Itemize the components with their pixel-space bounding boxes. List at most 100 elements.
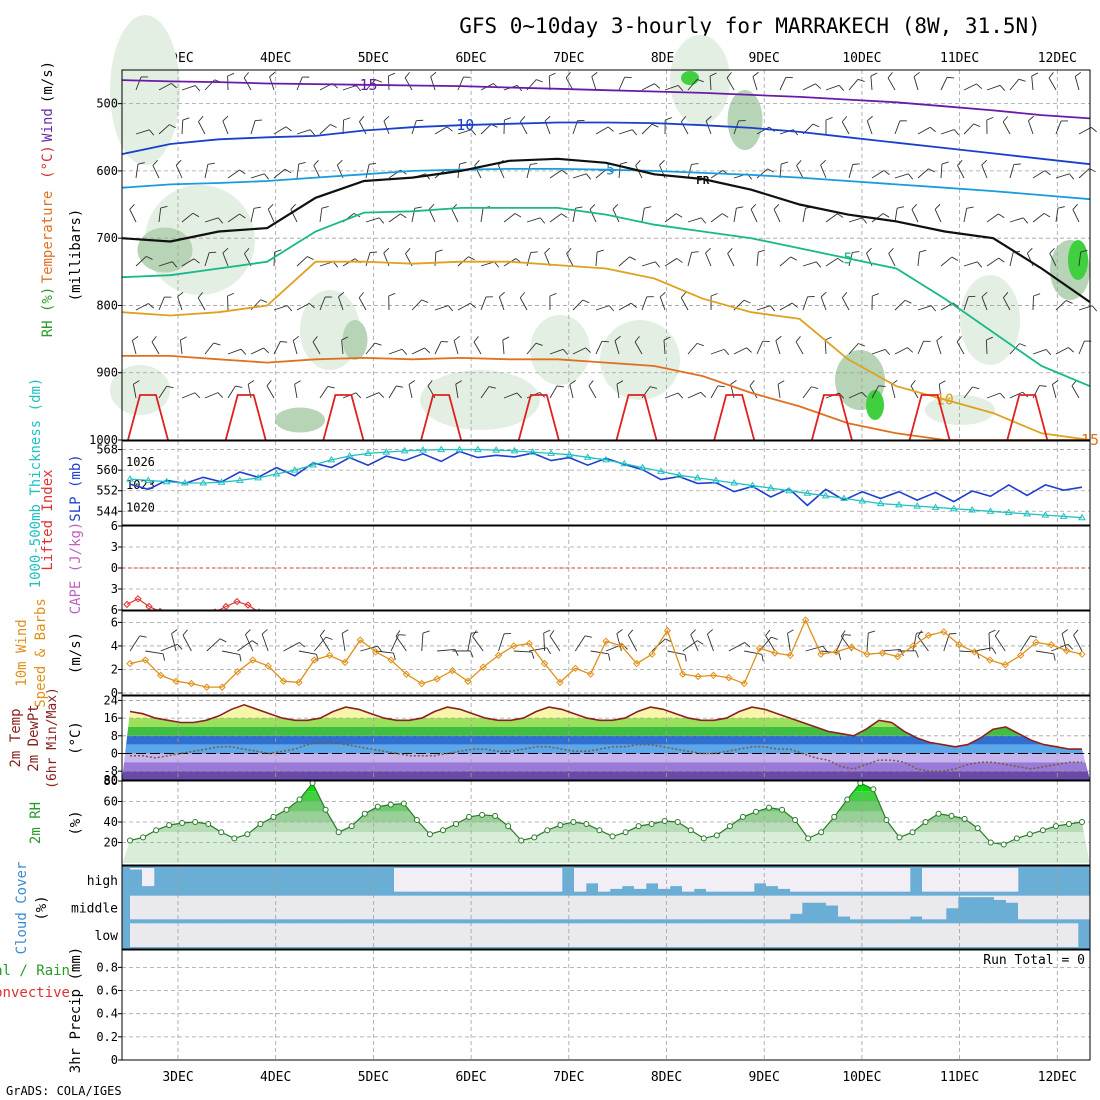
chart-title: GFS 0~10day 3-hourly for MARRAKECH (8W, … xyxy=(459,14,1041,38)
surface-wind-barb xyxy=(237,640,253,652)
wind-barb xyxy=(181,119,184,135)
wind-speed-line xyxy=(129,618,1083,688)
surface-wind-barb xyxy=(261,633,269,652)
wind-barb-flag xyxy=(676,258,683,263)
wind-barb xyxy=(986,84,1001,91)
wind-barb xyxy=(1032,349,1047,355)
wind-barb xyxy=(888,253,896,267)
wind-barb xyxy=(158,261,173,267)
wind-barb-flag xyxy=(369,251,377,254)
wind-barb-flag xyxy=(607,653,611,661)
wind-barb-flag xyxy=(1030,635,1038,638)
wind-speed-marker xyxy=(279,677,288,685)
wind-barb xyxy=(687,79,698,91)
wind-barb xyxy=(457,129,472,135)
thickness-marker xyxy=(675,471,684,478)
wind-barb-flag xyxy=(488,386,496,389)
wind-barb-flag xyxy=(928,168,935,173)
wind-barb-flag xyxy=(1039,385,1047,387)
rh-marker xyxy=(231,835,238,842)
wind-barb xyxy=(963,123,975,135)
cloud-cell xyxy=(346,923,359,947)
wind-barb-flag xyxy=(634,336,640,343)
wind-barb-flag xyxy=(546,647,551,655)
wind-barb xyxy=(917,252,920,267)
cloud-cell xyxy=(142,923,155,947)
wind-speed-marker xyxy=(863,650,871,658)
cloud-cell xyxy=(970,868,983,892)
surface-wind-barb xyxy=(943,633,950,652)
wind-barb-flag xyxy=(177,643,183,650)
wind-barb-flag xyxy=(520,116,526,122)
wind-barb xyxy=(502,340,505,355)
surface-wind-barb xyxy=(1035,650,1054,655)
cloud-cell xyxy=(646,868,659,884)
wind-barb xyxy=(1032,170,1046,179)
cloud-cell xyxy=(574,868,587,892)
minmax-ylabel: (6hr Min/Max) xyxy=(45,687,60,789)
thickness-marker xyxy=(455,445,464,453)
cloud-cell xyxy=(370,923,383,947)
wind-speed-marker xyxy=(479,663,487,671)
rh-marker xyxy=(609,833,616,840)
cloud-cell xyxy=(1030,895,1043,920)
wind-barb xyxy=(294,384,298,399)
wind-barb xyxy=(1027,120,1034,135)
rh-marker xyxy=(779,806,786,813)
thickness-marker xyxy=(1041,511,1050,518)
wind-barb xyxy=(664,84,679,91)
temperature-band xyxy=(122,735,1090,745)
cloud-cell xyxy=(346,895,359,920)
cloud-cell xyxy=(562,923,575,947)
surface-wind-barb xyxy=(805,645,824,652)
cross-section-ylabel-part: Wind xyxy=(40,108,56,142)
thickness-marker xyxy=(876,499,885,507)
lifted-index-marker xyxy=(134,595,142,603)
wind-barb-flag xyxy=(321,206,329,209)
wind-speed-marker xyxy=(663,626,672,635)
wind-barb xyxy=(158,124,170,135)
cloud-cell xyxy=(190,895,203,920)
surface-wind-barb xyxy=(283,642,300,652)
wind-barb-flag xyxy=(556,385,565,388)
wind-barb xyxy=(825,257,838,267)
wind-barb xyxy=(430,76,436,91)
run-total-label: Run Total = 0 xyxy=(983,953,1085,968)
wind-barb xyxy=(175,165,183,179)
rh-marker xyxy=(1052,823,1059,830)
wind-speed-marker xyxy=(679,670,687,678)
wind-barb-flag xyxy=(750,203,757,210)
cloud-cell xyxy=(850,868,863,892)
cloud-cell xyxy=(922,868,935,892)
wind-barb xyxy=(752,76,758,91)
cloud-cell xyxy=(850,923,863,947)
wind-speed-marker xyxy=(141,656,150,664)
cloud-cell xyxy=(754,868,767,884)
wind-barb-flag xyxy=(858,343,865,347)
wind-speed-marker xyxy=(909,642,917,650)
wind-barb xyxy=(365,342,376,355)
pressure-tick-label: 800 xyxy=(96,298,118,312)
rh-ylabel-units: (%) xyxy=(68,810,84,835)
cloud-cell xyxy=(922,923,935,947)
wind-barb-flag xyxy=(1080,249,1088,253)
surface-wind-barb xyxy=(395,636,407,652)
x-tick-label-bottom: 7DEC xyxy=(553,1070,584,1085)
wind-barb-flag xyxy=(1019,343,1027,347)
wind-barb xyxy=(614,340,620,355)
wind-barb-flag xyxy=(313,159,319,166)
isotherm-line xyxy=(121,157,1091,304)
wind-barb xyxy=(408,384,413,399)
rh-marker xyxy=(218,829,225,836)
wind-barb-flag xyxy=(998,213,1005,219)
wind-barb-flag xyxy=(519,292,526,299)
wind-barb xyxy=(572,173,587,179)
cloud-level-label: low xyxy=(95,929,119,944)
wind-barb xyxy=(779,77,787,91)
surface-wind-barb xyxy=(390,634,400,652)
wind-barb-flag xyxy=(468,256,475,261)
surface-wind-barb xyxy=(728,642,745,652)
wind-barb xyxy=(618,256,630,267)
wind-barb-flag xyxy=(375,79,383,83)
isotherm-label: -15 xyxy=(350,76,377,94)
